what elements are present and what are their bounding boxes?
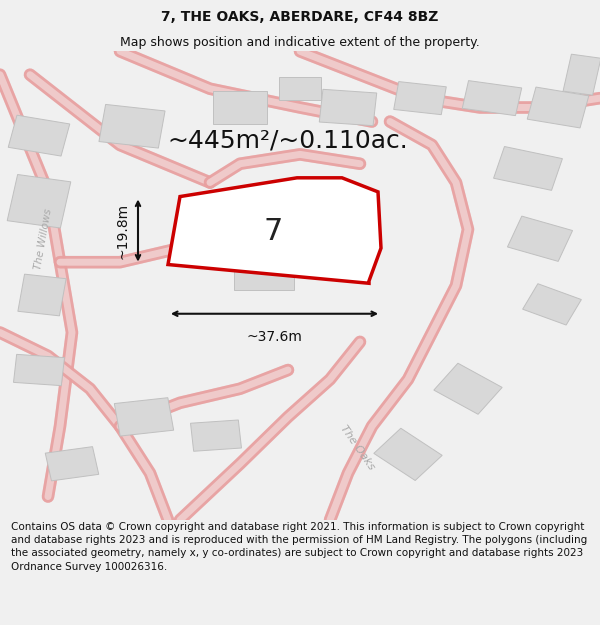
Text: Contains OS data © Crown copyright and database right 2021. This information is : Contains OS data © Crown copyright and d…	[11, 522, 587, 572]
Polygon shape	[279, 77, 321, 101]
Text: 7, THE OAKS, ABERDARE, CF44 8BZ: 7, THE OAKS, ABERDARE, CF44 8BZ	[161, 10, 439, 24]
Polygon shape	[374, 428, 442, 481]
Polygon shape	[434, 363, 502, 414]
Polygon shape	[213, 91, 267, 124]
Polygon shape	[394, 82, 446, 114]
Polygon shape	[14, 354, 64, 386]
Polygon shape	[508, 216, 572, 261]
Polygon shape	[563, 54, 600, 95]
Polygon shape	[320, 223, 370, 254]
Text: ~37.6m: ~37.6m	[247, 330, 302, 344]
Polygon shape	[319, 89, 377, 126]
Polygon shape	[7, 174, 71, 228]
Polygon shape	[45, 447, 99, 481]
Text: The Willows: The Willows	[33, 208, 53, 270]
Polygon shape	[523, 284, 581, 325]
Polygon shape	[99, 104, 165, 148]
Polygon shape	[527, 87, 589, 128]
Polygon shape	[234, 262, 294, 290]
Text: ~19.8m: ~19.8m	[115, 202, 129, 259]
Polygon shape	[168, 177, 381, 283]
Polygon shape	[219, 201, 297, 243]
Text: 7: 7	[263, 217, 283, 246]
Polygon shape	[494, 146, 562, 191]
Polygon shape	[18, 274, 66, 316]
Text: ~445m²/~0.110ac.: ~445m²/~0.110ac.	[167, 128, 409, 152]
Text: The Oaks: The Oaks	[338, 423, 376, 471]
Polygon shape	[115, 398, 173, 436]
Polygon shape	[191, 420, 241, 451]
Polygon shape	[462, 81, 522, 116]
Text: Map shows position and indicative extent of the property.: Map shows position and indicative extent…	[120, 36, 480, 49]
Polygon shape	[8, 115, 70, 156]
